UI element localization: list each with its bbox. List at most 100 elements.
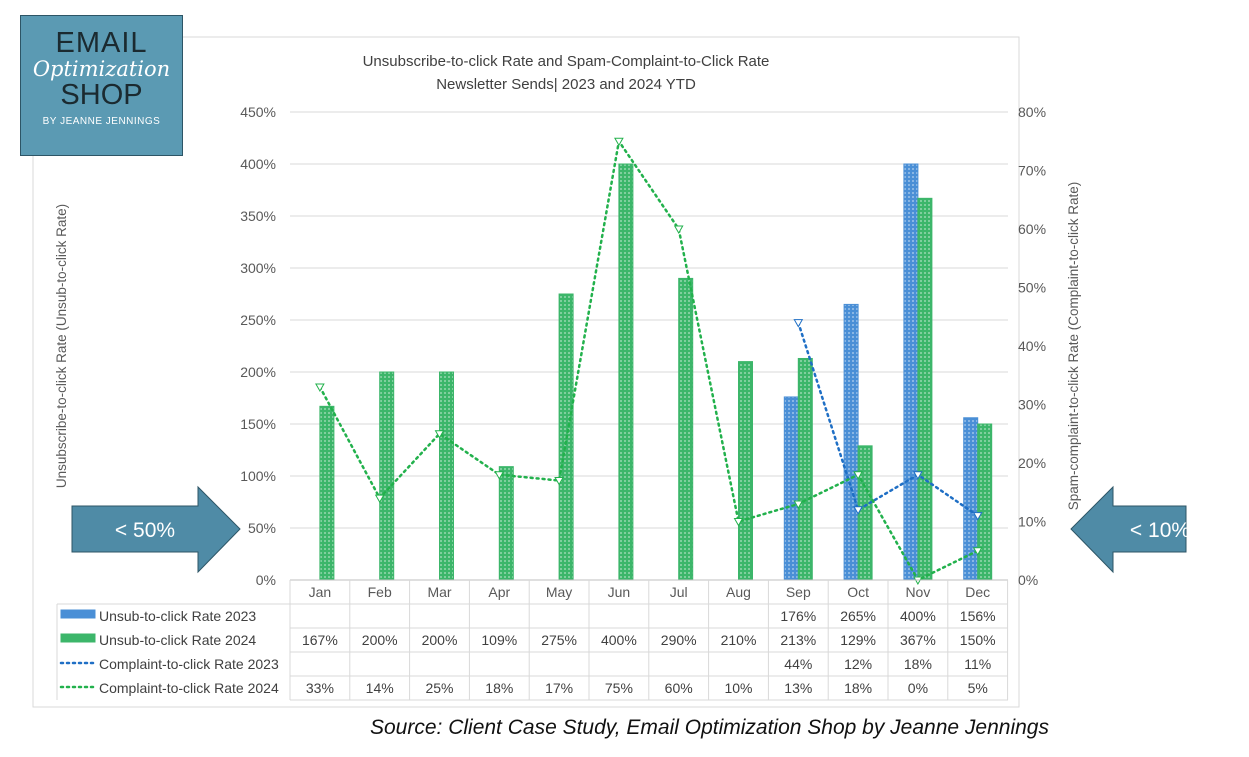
bar <box>439 371 454 581</box>
table-cell: 367% <box>900 632 936 648</box>
marker <box>614 137 624 147</box>
table-cell: 129% <box>840 632 876 648</box>
bar <box>618 163 634 581</box>
y-tick-label: 100% <box>240 468 276 484</box>
bar <box>783 396 799 581</box>
marker <box>793 319 804 328</box>
marker <box>853 471 863 480</box>
y-tick-label: 400% <box>240 156 276 172</box>
x-tick-label: Jun <box>608 584 631 600</box>
y2-tick-label: 50% <box>1018 280 1046 296</box>
logo: EMAIL Optimization SHOP BY JEANNE JENNIN… <box>20 15 183 156</box>
series-line <box>797 321 979 517</box>
y2-tick-label: 70% <box>1018 163 1046 179</box>
table-cell: 12% <box>844 656 872 672</box>
table-cell: 5% <box>968 680 988 696</box>
y2-tick-label: 10% <box>1018 514 1046 530</box>
y2-tick-label: 30% <box>1018 397 1046 413</box>
y-axis-title: Unsubscribe-to-click Rate (Unsub-to-clic… <box>54 204 69 488</box>
bar <box>678 277 694 581</box>
y-tick-label: 150% <box>240 416 276 432</box>
table-cell: 60% <box>665 680 693 696</box>
x-tick-label: Apr <box>488 584 510 600</box>
y2-tick-label: 40% <box>1018 338 1046 354</box>
y-tick-label: 250% <box>240 312 276 328</box>
table-cell: 18% <box>844 680 872 696</box>
x-tick-label: Jul <box>670 584 688 600</box>
marker <box>733 518 744 527</box>
bar <box>379 371 395 581</box>
table-cell: 11% <box>964 656 991 672</box>
y2-axis-title: Spam-complaint-to-click Rate (Complaint-… <box>1066 182 1081 511</box>
x-tick-label: Aug <box>726 584 751 600</box>
x-tick-label: Dec <box>965 584 990 600</box>
x-tick-label: Sep <box>786 584 811 600</box>
bar <box>977 423 993 581</box>
table-cell: 176% <box>780 608 816 624</box>
marker <box>494 471 505 480</box>
table-cell: 265% <box>840 608 876 624</box>
arrow-left-shape <box>71 485 241 574</box>
bar <box>319 405 335 581</box>
table-cell: 275% <box>541 632 577 648</box>
legend-label: Unsub-to-click Rate 2023 <box>99 608 256 624</box>
y2-tick-label: 80% <box>1018 104 1046 120</box>
marker <box>434 430 445 439</box>
table-cell: 18% <box>485 680 513 696</box>
marker <box>972 547 983 556</box>
table-cell: 150% <box>960 632 996 648</box>
legend-swatch <box>60 633 96 643</box>
legend-label: Complaint-to-click Rate 2024 <box>99 680 279 696</box>
x-tick-label: Oct <box>847 584 869 600</box>
arrow-left-label: < 50% <box>115 519 175 542</box>
marker <box>673 225 684 235</box>
marker <box>972 512 983 521</box>
table-cell: 156% <box>960 608 996 624</box>
table-cell: 14% <box>366 680 394 696</box>
y-tick-label: 50% <box>248 520 276 536</box>
y-tick-label: 0% <box>256 572 276 588</box>
table-cell: 33% <box>306 680 334 696</box>
marker <box>554 477 564 486</box>
table-cell: 109% <box>481 632 517 648</box>
logo-line: Optimization <box>32 57 171 81</box>
y-tick-label: 300% <box>240 260 276 276</box>
series-line <box>318 138 979 582</box>
legend-label: Unsub-to-click Rate 2024 <box>99 632 256 648</box>
legend-swatch <box>60 609 96 619</box>
table-cell: 290% <box>661 632 697 648</box>
x-tick-label: Mar <box>427 584 451 600</box>
arrow-right-label: < 10% <box>1130 519 1190 542</box>
bar <box>843 303 859 581</box>
logo-line: BY JEANNE JENNINGS <box>42 116 161 127</box>
table-cell: 18% <box>904 656 932 672</box>
bar <box>917 197 933 581</box>
y2-tick-label: 0% <box>1018 572 1038 588</box>
marker <box>793 500 804 509</box>
table-cell: 400% <box>601 632 637 648</box>
table-cell: 167% <box>302 632 338 648</box>
table-cell: 13% <box>784 680 812 696</box>
table-cell: 44% <box>784 656 812 672</box>
y2-tick-label: 60% <box>1018 221 1046 237</box>
bar <box>498 466 514 581</box>
marker <box>853 506 863 515</box>
chart-title: Unsubscribe-to-click Rate and Spam-Compl… <box>363 53 770 70</box>
table-cell: 200% <box>422 632 458 648</box>
table-cell: 200% <box>362 632 398 648</box>
x-tick-label: May <box>546 584 572 600</box>
table-cell: 210% <box>721 632 757 648</box>
legend-label: Complaint-to-click Rate 2023 <box>99 656 279 672</box>
table-cell: 75% <box>605 680 633 696</box>
marker <box>374 494 385 504</box>
table-cell: 213% <box>780 632 816 648</box>
bar <box>857 445 873 581</box>
marker <box>315 383 325 392</box>
bar <box>903 163 919 581</box>
x-tick-label: Nov <box>905 584 930 600</box>
logo-line: EMAIL <box>55 27 148 59</box>
y-tick-label: 450% <box>240 104 276 120</box>
bar <box>738 361 753 581</box>
marker <box>913 471 923 480</box>
